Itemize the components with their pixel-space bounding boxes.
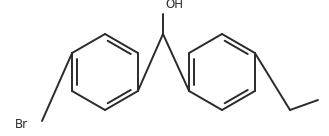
Text: Br: Br [15,118,28,132]
Text: OH: OH [165,0,183,11]
